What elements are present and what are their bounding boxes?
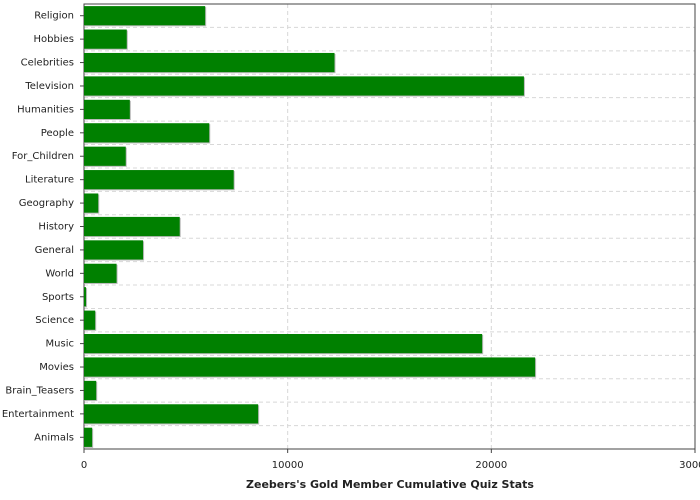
bar	[84, 146, 126, 166]
x-tick-label: 20000	[475, 460, 507, 471]
bar	[84, 310, 96, 330]
bar	[84, 380, 97, 401]
bar	[84, 216, 180, 237]
y-tick-label: For_Children	[12, 151, 74, 162]
y-tick-label: Humanities	[17, 104, 74, 115]
bar	[84, 6, 206, 26]
y-tick-label: Entertainment	[2, 409, 74, 420]
y-tick-label: Brain_Teasers	[5, 385, 74, 396]
y-tick-label: Television	[24, 81, 74, 92]
y-tick-label: People	[41, 128, 74, 139]
bar	[84, 193, 99, 213]
bar	[84, 287, 87, 307]
bar	[84, 240, 144, 260]
bar	[84, 427, 93, 447]
bar	[84, 263, 117, 283]
bar	[84, 29, 127, 49]
y-tick-label: Music	[46, 339, 74, 350]
x-tick-label: 10000	[272, 460, 304, 471]
y-tick-label: Celebrities	[21, 58, 74, 69]
bar	[84, 52, 335, 73]
y-tick-label: Literature	[25, 175, 74, 186]
y-tick-label: Sports	[42, 292, 74, 303]
bar	[84, 123, 210, 143]
y-tick-label: Religion	[34, 11, 74, 22]
y-tick-label: World	[45, 268, 74, 279]
bar	[84, 170, 234, 190]
x-tick-label: 30000	[679, 460, 700, 471]
y-tick-label: Science	[35, 315, 74, 326]
y-tick-label: Animals	[34, 432, 74, 443]
chart-title: Zeebers's Gold Member Cumulative Quiz St…	[246, 478, 534, 491]
bar	[84, 76, 524, 96]
bar	[84, 404, 259, 424]
x-tick-label: 0	[81, 460, 87, 471]
bar	[84, 334, 483, 354]
y-tick-label: History	[38, 222, 74, 233]
bar	[84, 99, 130, 119]
bar	[84, 357, 536, 377]
y-tick-label: Geography	[19, 198, 74, 209]
y-tick-label: General	[35, 245, 74, 256]
y-tick-label: Movies	[39, 362, 74, 373]
y-tick-label: Hobbies	[34, 34, 74, 45]
